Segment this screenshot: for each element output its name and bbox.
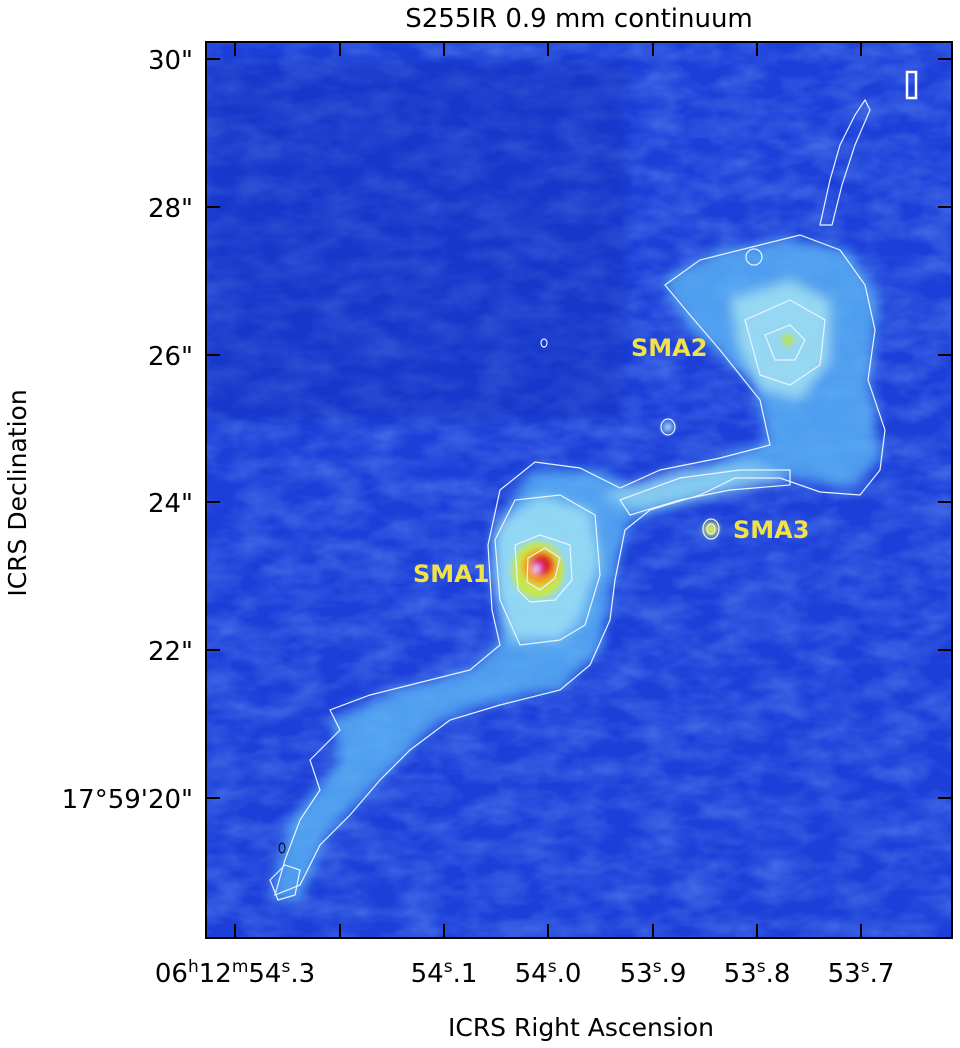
xtick-label: 54s.0 [515, 957, 582, 989]
xtick-label: 53s.8 [724, 957, 791, 989]
ytick-label: 24" [148, 489, 193, 519]
xtick-label: 06h12m54s.3 [155, 957, 315, 989]
contour-north-streak [819, 98, 871, 226]
ytick-label: 22" [148, 637, 193, 667]
sma2-clump [730, 280, 830, 400]
knot [663, 422, 673, 432]
contour-knot-2 [745, 248, 763, 266]
xtick-label: 54s.1 [411, 957, 478, 989]
intensity-map: SMA1 SMA2 SMA3 [206, 42, 952, 938]
x-tick-labels: 06h12m54s.3 54s.1 54s.0 53s.9 53s.8 53s.… [155, 957, 895, 989]
label-sma1: SMA1 [413, 560, 489, 588]
contour-outer [274, 234, 886, 897]
y-tick-labels: 30" 28" 26" 24" 22" 17°59'20" [62, 46, 193, 815]
y-axis-label: ICRS Declination [3, 389, 32, 596]
peak-white [533, 566, 539, 572]
sma2-core [782, 334, 794, 346]
contour-mid [494, 494, 601, 646]
contour-dot [540, 338, 548, 348]
contour-inner [514, 534, 573, 603]
ytick-label: 30" [148, 46, 193, 76]
ticks [206, 42, 952, 938]
contour-sma2-inner [764, 324, 806, 361]
map-title: S255IR 0.9 mm continuum [405, 4, 753, 34]
scale-bar [905, 70, 918, 100]
plot-frame [205, 41, 953, 939]
ytick-label: 26" [148, 342, 193, 372]
contour-beam-ellipse [278, 842, 286, 854]
label-sma3: SMA3 [733, 516, 809, 544]
ytick-label: 28" [148, 194, 193, 224]
contour-sma2 [744, 299, 826, 386]
ytick-label: 17°59'20" [62, 785, 193, 815]
contour-bridge [619, 469, 791, 516]
dark-region [206, 60, 626, 420]
xtick-label: 53s.7 [828, 957, 895, 989]
sma1-peak [512, 542, 564, 598]
bridge-emission [600, 465, 790, 510]
x-axis-label: ICRS Right Ascension [448, 1013, 714, 1042]
contour-sma3 [702, 518, 720, 540]
source-labels: SMA1 SMA2 SMA3 [413, 334, 809, 588]
contours [269, 98, 886, 901]
contour-sma3-inner [706, 523, 716, 535]
contour-core [526, 547, 561, 591]
xtick-label: 53s.9 [620, 957, 687, 989]
contour-knot [660, 418, 676, 436]
contour-southwest [269, 864, 301, 901]
label-sma2: SMA2 [631, 334, 707, 362]
